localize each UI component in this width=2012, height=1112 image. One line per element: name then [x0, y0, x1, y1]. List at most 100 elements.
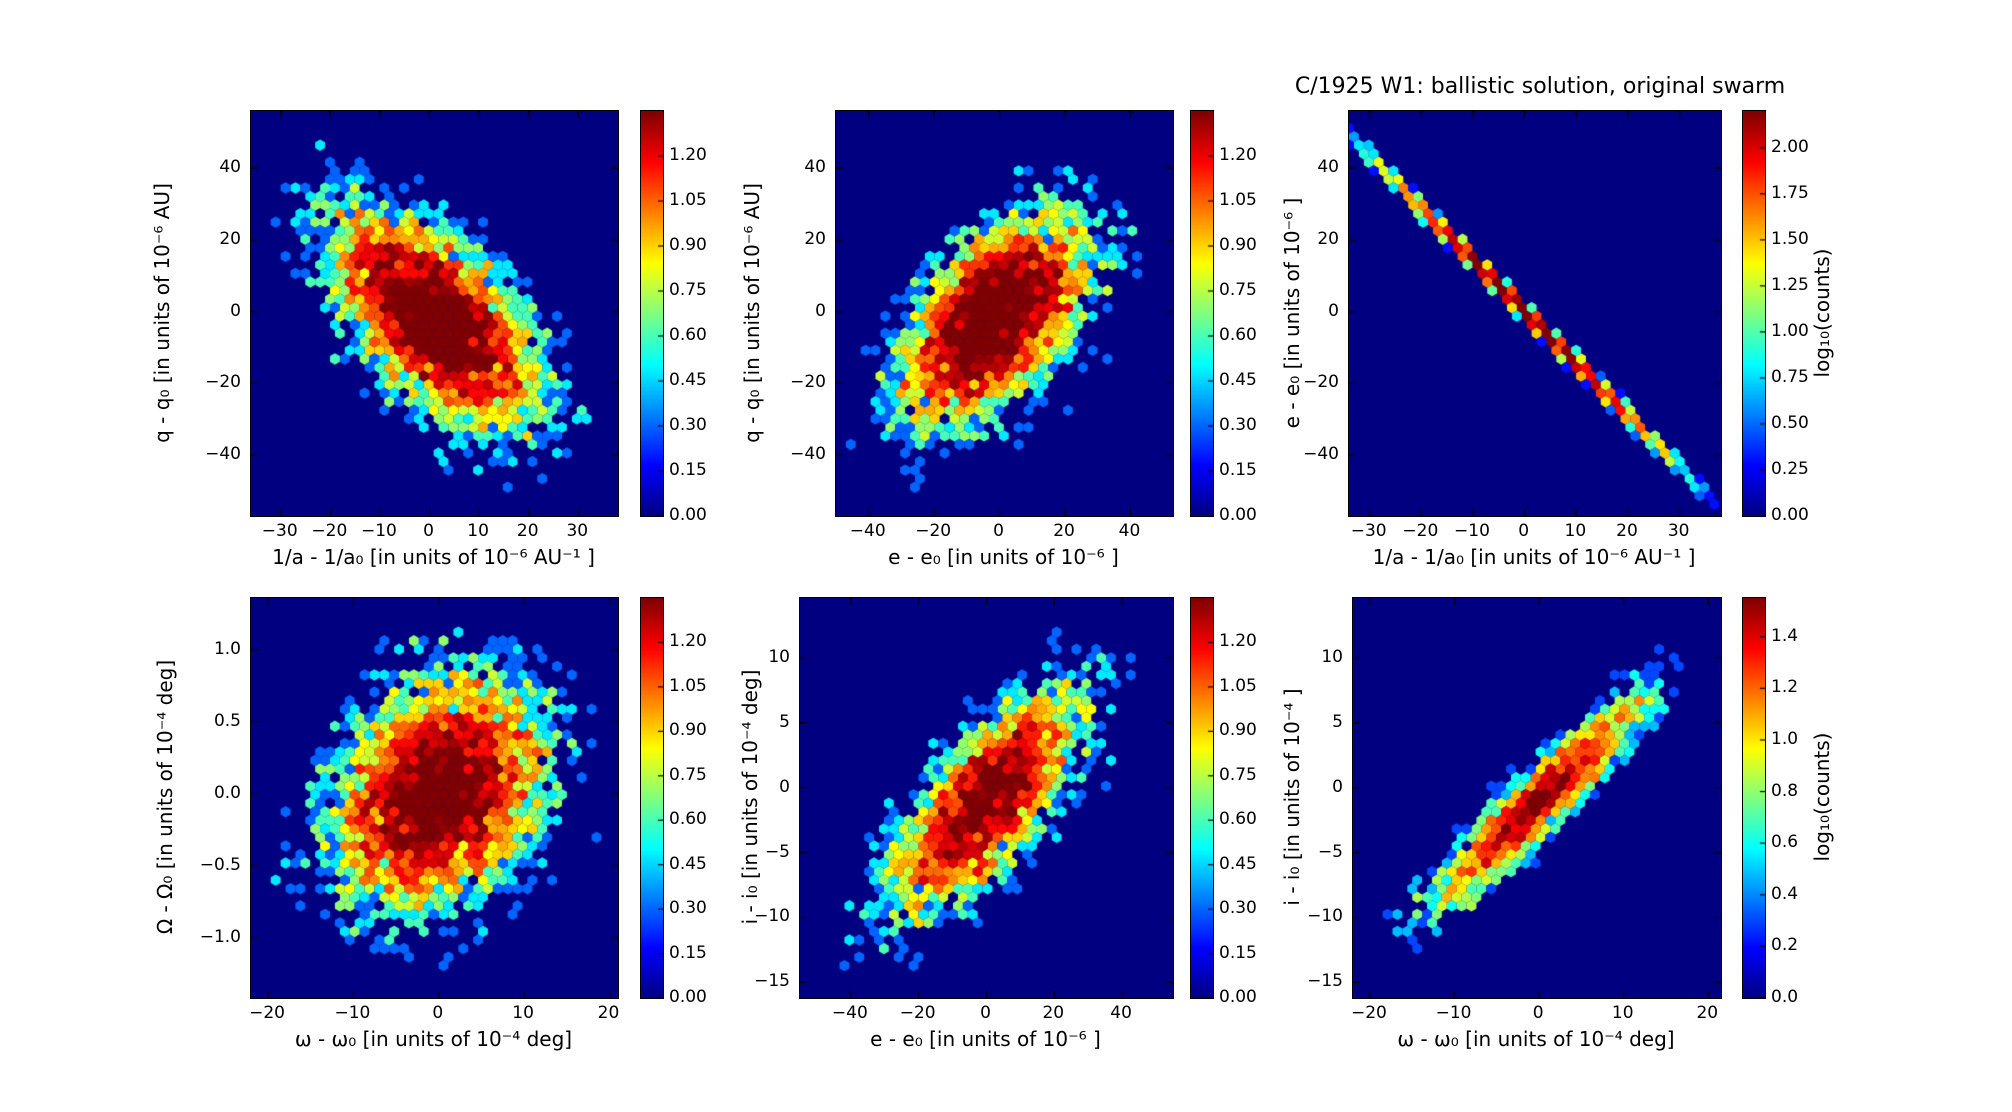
- x-axis-label: 1/a - 1/a₀ [in units of 10⁻⁶ AU⁻¹ ]: [272, 545, 595, 569]
- colorbar-tick-label: 0.6: [1771, 832, 1799, 853]
- colorbar-tick-label: 0.75: [1219, 764, 1257, 785]
- x-tick-label: −30: [261, 521, 298, 541]
- colorbar: [1742, 597, 1766, 999]
- colorbar-tick-label: 0.0: [1771, 987, 1799, 1007]
- y-axis-label: q - q₀ [in units of 10⁻⁶ AU]: [740, 182, 764, 443]
- y-tick-label: 1.0: [213, 638, 241, 659]
- colorbar-tick-label: 0.45: [669, 370, 707, 390]
- colorbar-tick-label: 0.00: [1771, 505, 1809, 525]
- colorbar-tick-label: 1.50: [1771, 228, 1809, 249]
- y-tick-label: 0: [1328, 300, 1339, 321]
- colorbar-tick-label: 0.90: [1219, 235, 1257, 255]
- colorbar-tick-label: 0.60: [1219, 809, 1257, 830]
- x-tick-label: −20: [915, 521, 952, 541]
- y-tick-label: 20: [804, 229, 826, 250]
- y-tick-label: −20: [790, 372, 826, 393]
- y-tick-label: −5: [1317, 841, 1343, 862]
- colorbar-tick-label: 0.50: [1771, 412, 1809, 433]
- y-tick-label: −10: [754, 906, 790, 927]
- x-tick-label: 10: [512, 1003, 534, 1023]
- colorbar-tick-label: 0.25: [1771, 458, 1809, 479]
- x-tick-label: −10: [1454, 521, 1490, 541]
- x-axis-label: e - e₀ [in units of 10⁻⁶ ]: [870, 1027, 1101, 1051]
- y-tick-label: −40: [205, 444, 241, 465]
- x-tick-label: 40: [1118, 521, 1141, 541]
- colorbar-tick-label: 0.60: [1219, 325, 1257, 345]
- x-tick-label: 20: [1042, 1003, 1065, 1023]
- colorbar-tick-label: 0.75: [669, 280, 707, 300]
- colorbar-tick-label: 0.60: [669, 325, 707, 345]
- colorbar-tick-label: 1.0: [1771, 728, 1799, 749]
- colorbar-tick-label: 1.05: [1219, 675, 1257, 696]
- colorbar-tick-label: 0.90: [1219, 720, 1257, 741]
- colorbar-tick-label: 1.20: [669, 145, 707, 165]
- colorbar-tick-label: 0.2: [1771, 935, 1799, 956]
- y-tick-label: −5: [764, 841, 790, 862]
- x-tick-label: 0: [993, 521, 1004, 541]
- y-tick-label: 5: [1332, 711, 1343, 732]
- figure-title: C/1925 W1: ballistic solution, original …: [1294, 74, 1786, 99]
- y-tick-label: −15: [754, 971, 790, 992]
- colorbar-tick-label: 1.00: [1771, 320, 1809, 341]
- colorbar-tick-label: 1.4: [1771, 625, 1799, 646]
- y-tick-label: 20: [219, 229, 241, 250]
- x-tick-label: −10: [1435, 1003, 1472, 1023]
- colorbar-tick-label: 1.20: [669, 631, 707, 652]
- colorbar: [1190, 597, 1214, 999]
- colorbar-tick-label: 0.4: [1771, 883, 1799, 904]
- x-tick-label: 0: [1518, 521, 1530, 541]
- colorbar-label: log₁₀(counts): [1810, 248, 1834, 377]
- y-tick-label: 0: [779, 776, 790, 797]
- hexbin-canvas: [250, 110, 619, 517]
- y-tick-label: −10: [1307, 906, 1343, 927]
- x-tick-label: 20: [516, 521, 539, 541]
- colorbar-tick-label: 0.90: [669, 720, 707, 741]
- hexbin-canvas: [1348, 110, 1722, 517]
- x-tick-label: 40: [1110, 1003, 1132, 1023]
- x-tick-label: 10: [1611, 1003, 1634, 1023]
- x-tick-label: 20: [1616, 521, 1638, 541]
- colorbar-tick-label: 0.90: [669, 235, 707, 255]
- colorbar: [1742, 110, 1766, 517]
- x-axis-label: ω - ω₀ [in units of 10⁻⁴ deg]: [1397, 1027, 1675, 1051]
- x-tick-label: −20: [1350, 1003, 1387, 1023]
- y-tick-label: 0: [230, 300, 241, 321]
- y-axis-label: i - i₀ [in units of 10⁻⁴ ]: [1280, 688, 1304, 906]
- y-tick-label: −15: [1307, 971, 1343, 992]
- colorbar: [640, 597, 664, 999]
- y-tick-label: 10: [768, 646, 790, 667]
- x-tick-label: −20: [311, 521, 348, 541]
- x-tick-label: 0: [432, 1003, 444, 1023]
- x-tick-label: −20: [1402, 521, 1439, 541]
- x-tick-label: 10: [467, 521, 489, 541]
- colorbar-tick-label: 1.05: [669, 190, 707, 210]
- y-tick-label: 40: [804, 157, 826, 178]
- colorbar-tick-label: 0.15: [669, 460, 707, 480]
- colorbar-tick-label: 1.20: [1219, 631, 1257, 652]
- y-axis-label: i - i₀ [in units of 10⁻⁴ deg]: [738, 669, 762, 925]
- x-axis-label: e - e₀ [in units of 10⁻⁶ ]: [888, 545, 1119, 569]
- y-axis-label: q - q₀ [in units of 10⁻⁶ AU]: [150, 182, 174, 443]
- colorbar-tick-label: 1.20: [1219, 145, 1257, 165]
- y-tick-label: 0: [815, 300, 826, 321]
- colorbar-tick-label: 1.75: [1771, 182, 1809, 203]
- colorbar-tick-label: 0.30: [1219, 415, 1257, 435]
- x-tick-label: −10: [334, 1003, 371, 1023]
- colorbar-tick-label: 0.00: [669, 505, 707, 525]
- colorbar-tick-label: 0.75: [1771, 366, 1809, 387]
- x-tick-label: 20: [1053, 521, 1075, 541]
- colorbar-tick-label: 0.00: [669, 987, 707, 1007]
- x-tick-label: 20: [1696, 1003, 1719, 1023]
- x-axis-label: 1/a - 1/a₀ [in units of 10⁻⁶ AU⁻¹ ]: [1372, 545, 1696, 569]
- hexbin-canvas: [835, 110, 1174, 517]
- colorbar-tick-label: 0.15: [669, 942, 707, 963]
- y-axis-label: e - e₀ [in units of 10⁻⁶ ]: [1280, 197, 1304, 428]
- colorbar-tick-label: 0.15: [1219, 460, 1257, 480]
- x-tick-label: −20: [249, 1003, 286, 1023]
- colorbar-tick-label: 1.05: [1219, 190, 1257, 210]
